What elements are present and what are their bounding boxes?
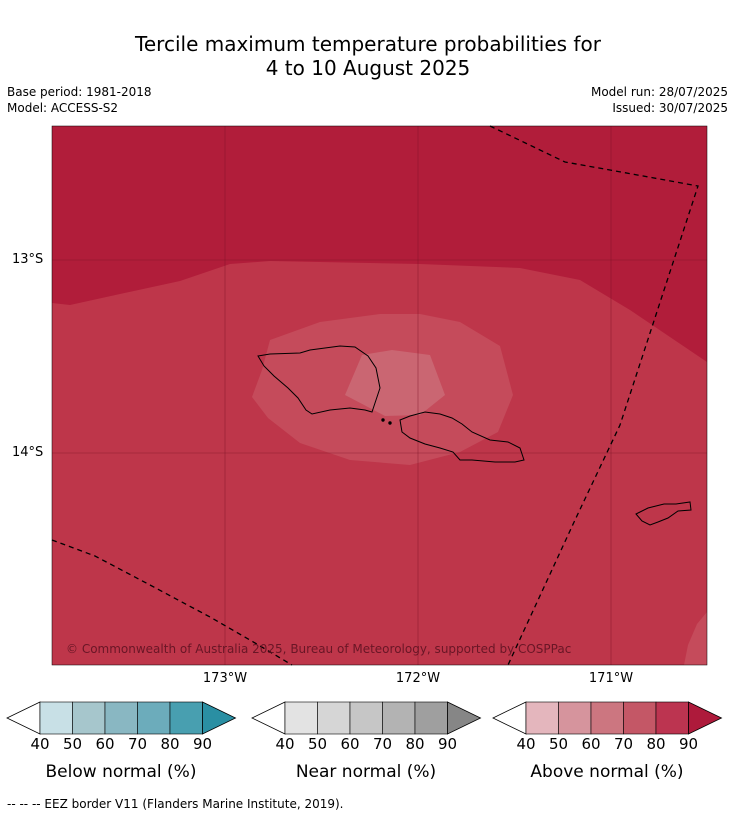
below-colorbar-segment [169,701,203,735]
lon-label-173w: 173°W [202,671,248,686]
below-colorbar-segment [72,701,106,735]
zone-above-80-corner [684,612,707,665]
above-normal-label: Above normal (%) [530,762,684,782]
near-colorbar-tick: 40 [275,735,295,753]
near-colorbar-segment [349,701,383,735]
map-frame [51,125,708,666]
above-colorbar-segment [590,701,624,735]
above-colorbar-segment [525,701,559,735]
zone-above-60 [345,350,445,416]
model-run: Model run: 28/07/2025 [590,85,728,99]
near-colorbar-tick: 50 [307,735,328,753]
zone-above-80 [52,261,707,665]
eez-footnote: -- -- -- EEZ border V11 (Flanders Marine… [7,797,344,811]
near-colorbar-tick: 70 [372,735,393,753]
above-colorbar-tick: 50 [548,735,569,753]
above-colorbar-tick: 80 [646,735,666,753]
below-colorbar-high-extend [202,701,237,735]
near-normal-colorbar [251,701,482,735]
above-colorbar-segment [558,701,592,735]
near-colorbar-segment [284,701,318,735]
upolu-island [399,411,525,463]
chart-title-line1: Tercile maximum temperature probabilitie… [135,32,601,56]
above-colorbar-high-extend [688,701,723,735]
below-colorbar-tick: 60 [95,735,115,753]
near-colorbar-low-extend [251,701,286,735]
near-colorbar-tick: 60 [340,735,360,753]
above-colorbar-tick: 90 [678,735,699,753]
below-colorbar-segment [104,701,138,735]
gridlines [52,126,707,665]
map-fill-layer [52,126,707,665]
apolima-island [388,421,392,425]
base-period: Base period: 1981-2018 [7,85,152,99]
eez-border [51,125,699,666]
below-colorbar-segment [137,701,171,735]
above-colorbar-tick: 40 [516,735,536,753]
above-colorbar-low-extend [492,701,527,735]
above-normal-colorbar [492,701,723,735]
below-normal-colorbar [6,701,237,735]
near-colorbar-high-extend [447,701,482,735]
issued-date: Issued: 30/07/2025 [612,101,728,115]
above-colorbar-segment [623,701,657,735]
manono-island [381,418,385,422]
near-normal-label: Near normal (%) [295,762,437,782]
below-colorbar-tick: 90 [192,735,213,753]
chart-title-line2: 4 to 10 August 2025 [265,56,471,80]
below-colorbar-tick: 50 [62,735,83,753]
lon-label-171w: 171°W [588,671,634,686]
copyright-text: © Commonwealth of Australia 2025, Bureau… [66,642,571,656]
above-colorbar-tick: 60 [581,735,601,753]
below-normal-label: Below normal (%) [45,762,197,782]
model-name: Model: ACCESS-S2 [7,101,119,115]
lon-label-172w: 172°W [395,671,441,686]
above-colorbar-segment [655,701,689,735]
near-colorbar-segment [382,701,416,735]
near-colorbar-segment [317,701,351,735]
savaii-island [257,345,381,415]
above-colorbar-tick: 70 [613,735,634,753]
tutuila-island [635,501,692,526]
meta-left: Base period: 1981-2018 Model: ACCESS-S2 [7,84,152,116]
meta-right: Model run: 28/07/2025 Issued: 30/07/2025 [591,84,728,116]
lat-label-14s: 14°S [12,445,44,460]
below-colorbar-low-extend [6,701,41,735]
below-colorbar-tick: 80 [160,735,180,753]
colorbars [6,701,723,735]
below-colorbar-segment [39,701,73,735]
near-colorbar-tick: 90 [437,735,458,753]
near-colorbar-tick: 80 [405,735,425,753]
near-colorbar-segment [414,701,448,735]
lat-label-13s: 13°S [12,252,44,267]
below-colorbar-tick: 40 [30,735,50,753]
islands [257,345,692,526]
below-colorbar-tick: 70 [127,735,148,753]
